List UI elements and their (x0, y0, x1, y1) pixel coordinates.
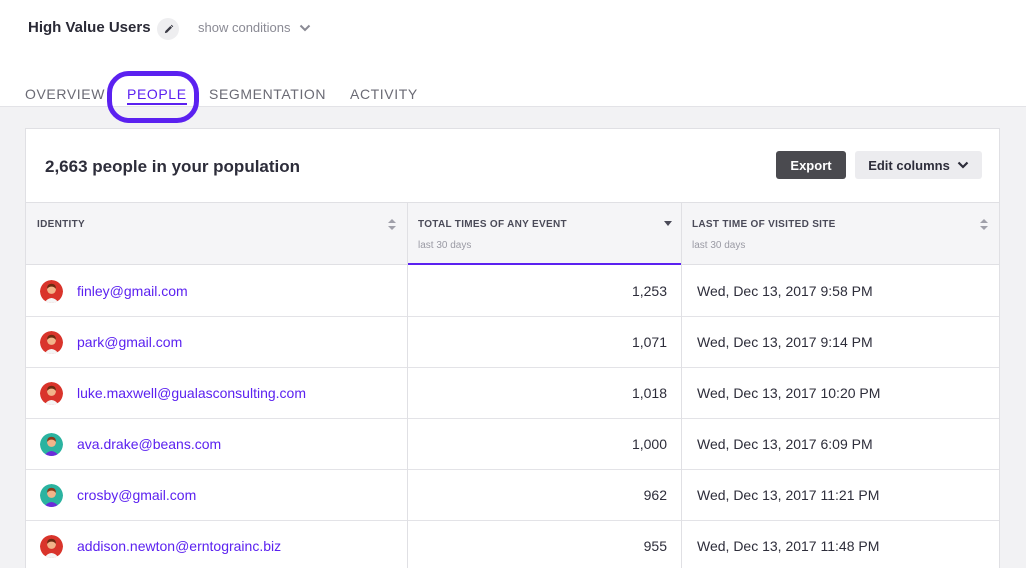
show-conditions-label: show conditions (198, 20, 291, 35)
tab-people-label: PEOPLE (127, 86, 187, 105)
edit-columns-button[interactable]: Edit columns (855, 151, 982, 179)
page-header: High Value Users show conditions (0, 0, 1026, 106)
active-sort-underline (408, 263, 682, 265)
tab-bar: OVERVIEW PEOPLE SEGMENTATION ACTIVITY (0, 86, 1026, 106)
total-events-value: 1,018 (631, 385, 667, 401)
column-header-total-events[interactable]: TOTAL TIMES OF ANY EVENT last 30 days (408, 203, 682, 265)
people-panel: 2,663 people in your population Export E… (25, 128, 1000, 568)
tab-activity[interactable]: ACTIVITY (350, 86, 418, 102)
total-events-value: 962 (643, 487, 667, 503)
table-row[interactable]: addison.newton@erntograinc.biz 955 Wed, De… (26, 521, 999, 568)
sort-icon (980, 219, 988, 230)
tab-people[interactable]: PEOPLE (127, 86, 187, 105)
chevron-down-icon (957, 161, 969, 169)
edit-title-button[interactable] (157, 18, 179, 40)
column-header-label: IDENTITY (37, 219, 85, 230)
avatar-icon (40, 535, 63, 558)
pencil-icon (164, 24, 173, 33)
tab-highlight-outline (107, 71, 199, 123)
column-header-label: TOTAL TIMES OF ANY EVENT (418, 219, 567, 230)
avatar-icon (40, 382, 63, 405)
identity-email-link[interactable]: finley@gmail.com (77, 283, 188, 299)
tab-overview-label: OVERVIEW (25, 86, 106, 102)
identity-email-link[interactable]: addison.newton@erntograinc.biz (77, 538, 282, 554)
last-visit-value: Wed, Dec 13, 2017 10:20 PM (697, 385, 881, 401)
column-divider (407, 202, 408, 568)
table-header: IDENTITY TOTAL TIMES OF ANY EVENT last 3… (26, 202, 999, 265)
total-events-value: 1,253 (631, 283, 667, 299)
column-header-sublabel: last 30 days (418, 240, 472, 251)
table-row[interactable]: ava.drake@beans.com 1,000 Wed, Dec 13, 201… (26, 419, 999, 470)
chevron-down-icon (299, 24, 310, 31)
tab-segmentation-label: SEGMENTATION (209, 86, 327, 102)
last-visit-value: Wed, Dec 13, 2017 11:21 PM (697, 487, 880, 503)
avatar-icon (40, 331, 63, 354)
column-header-label: LAST TIME OF VISITED SITE (692, 219, 836, 230)
table-row[interactable]: park@gmail.com 1,071 Wed, Dec 13, 2017 9:1… (26, 317, 999, 368)
avatar-icon (40, 433, 63, 456)
column-header-last-visit[interactable]: LAST TIME OF VISITED SITE last 30 days (682, 203, 999, 265)
last-visit-value: Wed, Dec 13, 2017 9:58 PM (697, 283, 873, 299)
table-row[interactable]: finley@gmail.com 1,253 Wed, Dec 13, 2017 9… (26, 266, 999, 317)
column-header-sublabel: last 30 days (692, 240, 746, 251)
population-count-title: 2,663 people in your population (45, 157, 301, 176)
last-visit-value: Wed, Dec 13, 2017 6:09 PM (697, 436, 873, 452)
segment-title: High Value Users (28, 19, 151, 36)
last-visit-value: Wed, Dec 13, 2017 11:48 PM (697, 538, 880, 554)
tab-overview[interactable]: OVERVIEW (25, 86, 105, 102)
table-row[interactable]: luke.maxwell@gualasconsulting.com 1,018 We… (26, 368, 999, 419)
column-divider (681, 202, 682, 568)
avatar-icon (40, 484, 63, 507)
show-conditions-toggle[interactable]: show conditions (198, 20, 311, 35)
column-header-identity[interactable]: IDENTITY (26, 203, 408, 265)
last-visit-value: Wed, Dec 13, 2017 9:14 PM (697, 334, 873, 350)
export-button[interactable]: Export (776, 151, 846, 179)
tab-activity-label: ACTIVITY (350, 86, 418, 102)
sort-descending-icon (664, 221, 672, 226)
identity-email-link[interactable]: park@gmail.com (77, 334, 183, 350)
avatar-icon (40, 280, 63, 303)
total-events-value: 955 (643, 538, 667, 554)
total-events-value: 1,071 (631, 334, 667, 350)
total-events-value: 1,000 (631, 436, 667, 452)
edit-columns-label: Edit columns (868, 157, 950, 173)
tab-segmentation[interactable]: SEGMENTATION (209, 86, 326, 102)
identity-email-link[interactable]: luke.maxwell@gualasconsulting.com (77, 385, 306, 401)
table-row[interactable]: crosby@gmail.com 962 Wed, Dec 13, 2017 11:… (26, 470, 999, 521)
identity-email-link[interactable]: ava.drake@beans.com (77, 436, 222, 452)
identity-email-link[interactable]: crosby@gmail.com (77, 487, 197, 503)
sort-icon (388, 219, 396, 230)
